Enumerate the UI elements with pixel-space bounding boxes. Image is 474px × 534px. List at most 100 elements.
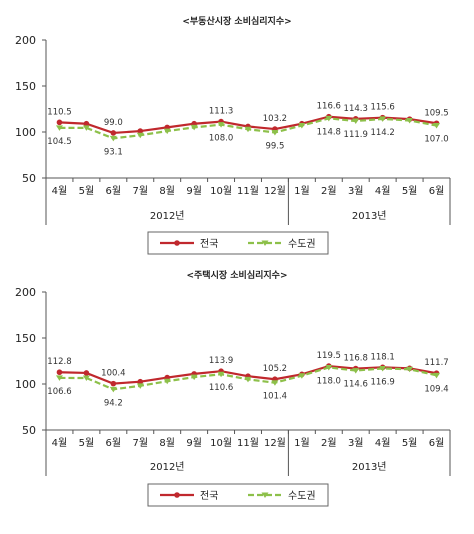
data-label: 106.6 xyxy=(47,387,71,397)
series-1-point xyxy=(82,375,90,382)
year-group-label: 2013년 xyxy=(352,210,387,222)
legend-label: 전국 xyxy=(200,490,218,502)
x-tick-label: 8월 xyxy=(159,185,175,197)
y-tick-label: 100 xyxy=(15,126,36,139)
data-label: 100.4 xyxy=(101,369,125,379)
series-1-point xyxy=(163,128,171,135)
x-tick-label: 3월 xyxy=(348,185,364,197)
series-1-point xyxy=(109,135,117,142)
x-tick-label: 8월 xyxy=(159,437,175,449)
series-1-point xyxy=(406,366,414,373)
data-label: 110.6 xyxy=(209,383,233,393)
x-tick-label: 12월 xyxy=(264,437,286,449)
series-1-point xyxy=(352,368,360,374)
series-1-point xyxy=(433,123,441,129)
legend: 전국 수도권 xyxy=(147,483,329,507)
data-label: 111.3 xyxy=(209,107,233,117)
series-1-point xyxy=(325,364,333,371)
x-tick-label: 1월 xyxy=(294,437,310,449)
series-1-point xyxy=(298,373,306,379)
x-tick-label: 4월 xyxy=(52,437,68,449)
series-0-point xyxy=(110,380,117,387)
chart-panel-0: <부동산시장 소비심리지수> 50 100 150 200 4월 5월 6월 7월 8월 9월 10월… xyxy=(15,15,451,255)
y-tick-label: 50 xyxy=(22,172,36,185)
legend-swatch-marker xyxy=(174,492,180,498)
series-1-point xyxy=(109,386,117,393)
series-1-point xyxy=(244,126,252,133)
chart-title: <주택시장 소비심리지수> xyxy=(186,269,287,281)
data-label: 114.8 xyxy=(317,127,341,137)
data-label: 114.2 xyxy=(370,128,394,138)
legend-box xyxy=(147,483,329,507)
x-tick-label: 12월 xyxy=(264,185,286,197)
legend-label: 전국 xyxy=(200,238,218,250)
series-1-point xyxy=(217,371,225,378)
series-0-point xyxy=(56,369,63,376)
series-1-point xyxy=(244,376,252,383)
year-group-label: 2013년 xyxy=(352,461,387,473)
legend-swatch-marker xyxy=(174,240,180,246)
data-label: 116.6 xyxy=(317,102,341,112)
legend-swatch-marker xyxy=(261,492,269,498)
legend: 전국 수도권 xyxy=(147,231,329,255)
data-label: 110.5 xyxy=(47,107,71,117)
x-tick-label: 6월 xyxy=(429,185,445,197)
series-1-point xyxy=(298,123,306,129)
x-tick-label: 2월 xyxy=(321,437,337,449)
x-tick-label: 4월 xyxy=(52,185,68,197)
series-0-point xyxy=(137,128,144,134)
data-label: 99.5 xyxy=(265,141,284,151)
y-tick-label: 100 xyxy=(15,378,36,391)
series-0-point xyxy=(137,378,144,385)
chart-title: <부동산시장 소비심리지수> xyxy=(182,15,291,27)
x-tick-label: 11월 xyxy=(237,185,259,197)
chart-panel-1: <주택시장 소비심리지수> 50 100 150 200 4월 5월 6월 7월 8월 9월 10월 1… xyxy=(15,269,451,507)
x-tick-label: 4월 xyxy=(375,437,391,449)
series-1-point xyxy=(190,124,198,131)
y-tick-label: 200 xyxy=(15,286,36,299)
data-label: 112.8 xyxy=(47,357,71,367)
data-label: 104.5 xyxy=(47,137,71,147)
x-tick-label: 7월 xyxy=(132,185,148,197)
data-label: 107.0 xyxy=(424,135,448,145)
data-label: 99.0 xyxy=(104,118,123,128)
series-1-point xyxy=(190,374,198,381)
series-1-point xyxy=(271,129,279,136)
data-label: 108.0 xyxy=(209,134,233,144)
legend-label: 수도권 xyxy=(288,238,316,250)
y-tick-label: 50 xyxy=(22,424,36,437)
series-1-point xyxy=(379,365,387,372)
data-label: 116.8 xyxy=(344,354,368,364)
x-tick-label: 7월 xyxy=(132,437,148,449)
series-1-point xyxy=(433,372,441,379)
y-tick-label: 150 xyxy=(15,332,36,345)
y-tick-label: 150 xyxy=(15,80,36,93)
year-group-label: 2012년 xyxy=(150,461,185,473)
series-1-point xyxy=(136,383,144,389)
legend-box xyxy=(147,231,329,255)
series-1-point xyxy=(82,125,90,131)
x-tick-label: 3월 xyxy=(348,437,364,449)
data-label: 118.0 xyxy=(317,376,341,386)
series-1-point xyxy=(217,122,225,128)
series-1-point xyxy=(379,116,387,122)
series-1-point xyxy=(136,132,144,139)
x-tick-label: 6월 xyxy=(429,437,445,449)
x-tick-label: 9월 xyxy=(186,437,202,449)
series-1-point xyxy=(325,115,333,122)
x-tick-label: 6월 xyxy=(106,185,122,197)
series-1-point xyxy=(406,118,414,124)
data-label: 109.5 xyxy=(424,108,448,118)
x-tick-label: 10월 xyxy=(210,185,232,197)
year-group-label: 2012년 xyxy=(150,210,185,222)
x-tick-label: 1월 xyxy=(294,185,310,197)
x-tick-label: 2월 xyxy=(321,185,337,197)
legend-swatch-marker xyxy=(261,240,269,246)
series-1-point xyxy=(55,125,63,131)
x-tick-label: 9월 xyxy=(186,185,202,197)
data-label: 116.9 xyxy=(370,377,394,387)
series-1-point xyxy=(271,380,279,386)
series-1-point xyxy=(55,375,63,381)
series-1-point xyxy=(163,378,171,385)
